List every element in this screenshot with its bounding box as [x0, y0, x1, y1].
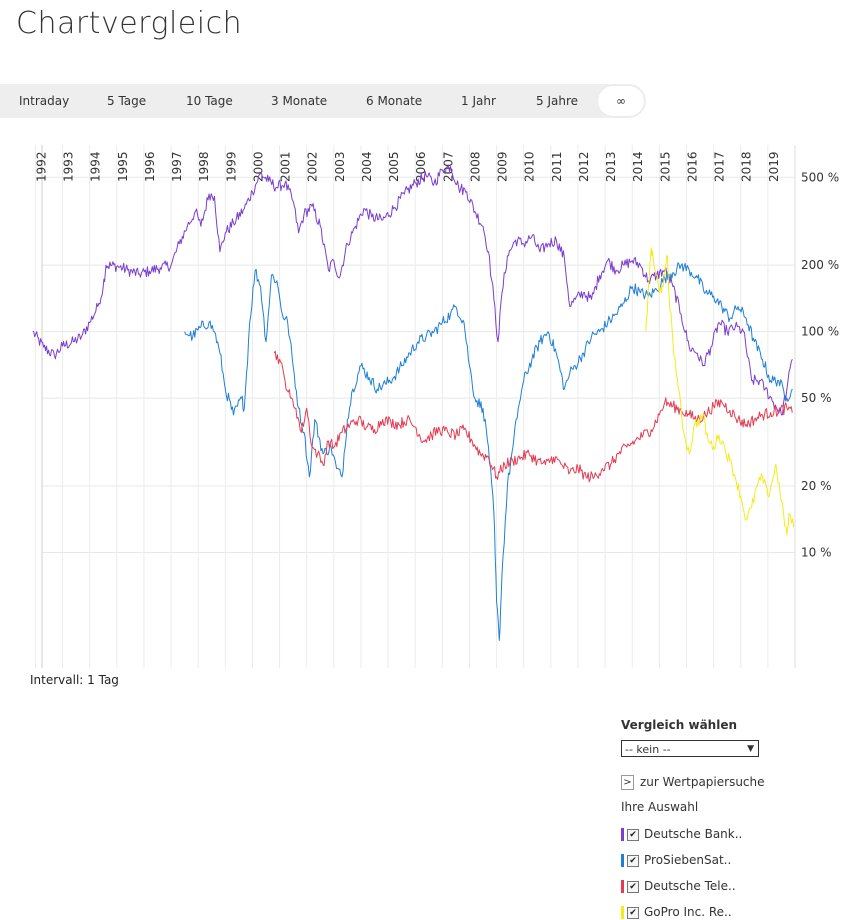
- chevron-right-icon: >: [621, 775, 634, 790]
- legend-item[interactable]: ✔ Deutsche Bank..: [621, 826, 742, 842]
- selection-label: Ihre Auswahl: [621, 800, 699, 814]
- x-tick-label: 1997: [170, 151, 184, 182]
- series-line-0: [32, 164, 793, 416]
- series-line-2: [273, 350, 793, 483]
- x-tick-label: 2016: [685, 151, 699, 182]
- y-tick-label: 200 %: [801, 258, 839, 272]
- x-tick-label: 2010: [523, 151, 537, 182]
- x-tick-label: 1995: [116, 151, 130, 182]
- tab-intraday[interactable]: Intraday: [19, 94, 70, 108]
- tab-5-jahre[interactable]: 5 Jahre: [536, 94, 578, 108]
- x-tick-label: 2013: [604, 151, 618, 182]
- dropdown-arrow-icon: ▼: [747, 744, 754, 754]
- tab-6-monate[interactable]: 6 Monate: [366, 94, 423, 108]
- legend-label: Deutsche Tele..: [644, 879, 736, 893]
- legend-item[interactable]: ✔ Deutsche Tele..: [621, 878, 736, 894]
- x-tick-label: 1998: [197, 151, 211, 182]
- tab-10-tage[interactable]: 10 Tage: [186, 94, 233, 108]
- x-tick-label: 2014: [631, 151, 645, 182]
- comparison-select[interactable]: -- kein -- ▼: [621, 740, 759, 757]
- interval-label: Intervall: 1 Tag: [30, 673, 119, 687]
- x-tick-label: 2018: [740, 151, 754, 182]
- tab-5-tage[interactable]: 5 Tage: [107, 94, 147, 108]
- legend-label: ProSiebenSat..: [644, 853, 732, 867]
- x-tick-label: 2003: [333, 151, 347, 182]
- y-tick-label: 20 %: [801, 479, 832, 493]
- search-link-label: zur Wertpapiersuche: [640, 775, 765, 789]
- series-line-3: [645, 247, 795, 536]
- page-title: Chartvergleich: [16, 6, 243, 41]
- security-search-link[interactable]: > zur Wertpapiersuche: [621, 774, 765, 790]
- x-tick-label: 2006: [414, 151, 428, 182]
- checkmark-icon[interactable]: ✔: [627, 828, 639, 841]
- x-tick-label: 2012: [577, 151, 591, 182]
- x-tick-label: 2008: [468, 151, 482, 182]
- series-line-1: [184, 262, 793, 641]
- x-tick-label: 2004: [360, 151, 374, 182]
- legend-label: GoPro Inc. Re..: [644, 905, 732, 919]
- y-tick-label: 100 %: [801, 325, 839, 339]
- x-tick-label: 2019: [767, 151, 781, 182]
- x-tick-label: 2009: [496, 151, 510, 182]
- legend-item[interactable]: ✔ GoPro Inc. Re..: [621, 904, 732, 920]
- comparison-chart: 10 % 20 % 50 % 100 % 200 % 500 % 1992 1993 1994 1…: [32, 145, 839, 668]
- x-tick-label: 2017: [713, 151, 727, 182]
- legend-item[interactable]: ✔ ProSiebenSat..: [621, 852, 731, 868]
- panel-heading: Vergleich wählen: [621, 718, 737, 732]
- y-tick-label: 10 %: [801, 546, 832, 560]
- x-tick-label: 2011: [550, 151, 564, 182]
- checkmark-icon[interactable]: ✔: [627, 854, 639, 867]
- y-tick-label: 500 %: [801, 170, 839, 184]
- legend-label: Deutsche Bank..: [644, 827, 743, 841]
- legend-color-swatch: [621, 880, 624, 893]
- y-tick-label: 50 %: [801, 391, 832, 405]
- select-value: -- kein --: [625, 743, 671, 756]
- tab-3-monate[interactable]: 3 Monate: [271, 94, 328, 108]
- x-tick-label: 1993: [62, 151, 76, 182]
- tab-1-jahr[interactable]: 1 Jahr: [461, 94, 496, 108]
- checkmark-icon[interactable]: ✔: [627, 906, 639, 919]
- x-tick-label: 2005: [387, 151, 401, 182]
- x-tick-label: 2001: [279, 151, 293, 182]
- x-tick-label: 2002: [306, 151, 320, 182]
- legend-color-swatch: [621, 828, 624, 841]
- tab-all-time[interactable]: ∞: [598, 86, 644, 116]
- timeframe-tabbar: Intraday 5 Tage 10 Tage 3 Monate 6 Monat…: [0, 84, 646, 118]
- checkmark-icon[interactable]: ✔: [627, 880, 639, 893]
- x-tick-label: 1996: [143, 151, 157, 182]
- x-tick-label: 1992: [34, 151, 48, 182]
- x-tick-label: 2015: [658, 151, 672, 182]
- x-tick-label: 1999: [224, 151, 238, 182]
- x-tick-label: 1994: [89, 151, 103, 182]
- legend-color-swatch: [621, 854, 624, 867]
- legend-color-swatch: [621, 906, 624, 919]
